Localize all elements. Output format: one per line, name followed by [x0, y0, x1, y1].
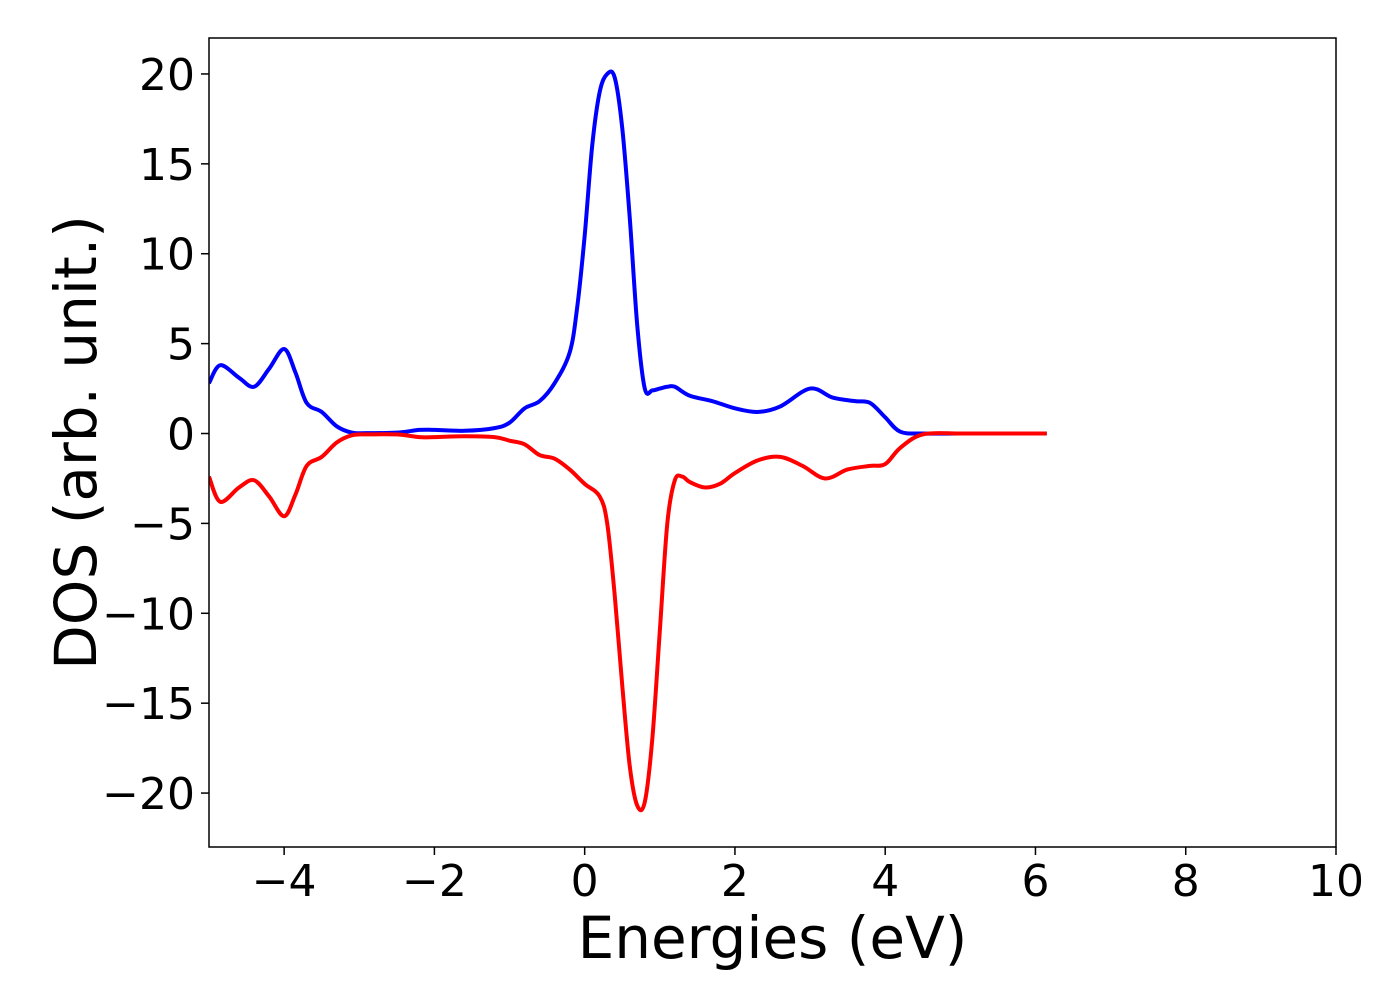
y-tick-label: −20 [102, 769, 195, 820]
y-tick-label: −15 [102, 679, 195, 730]
y-tick-label: 0 [167, 410, 195, 461]
series-line-spin-up [209, 69, 1047, 436]
x-tick-label: 10 [1308, 856, 1364, 907]
y-tick-label: 15 [139, 140, 195, 191]
x-tick-label: 4 [871, 856, 899, 907]
x-axis-label: Energies (eV) [578, 904, 968, 972]
series-line-spin-down [209, 431, 1047, 813]
y-tick-label: 10 [139, 230, 195, 281]
y-tick-label: −5 [130, 499, 195, 550]
x-tick-label: −2 [402, 856, 467, 907]
x-tick-label: 0 [571, 856, 599, 907]
y-tick-label: −10 [102, 589, 195, 640]
y-tick-label: 5 [167, 320, 195, 371]
x-tick-label: 2 [721, 856, 749, 907]
x-tick-label: 6 [1021, 856, 1049, 907]
y-tick-label: 20 [139, 50, 195, 101]
plot-frame [208, 37, 1337, 848]
x-tick-label: 8 [1172, 856, 1200, 907]
y-axis-label: DOS (arb. unit.) [42, 215, 110, 670]
series-layer [209, 69, 1047, 813]
x-tick-label: −4 [252, 856, 317, 907]
